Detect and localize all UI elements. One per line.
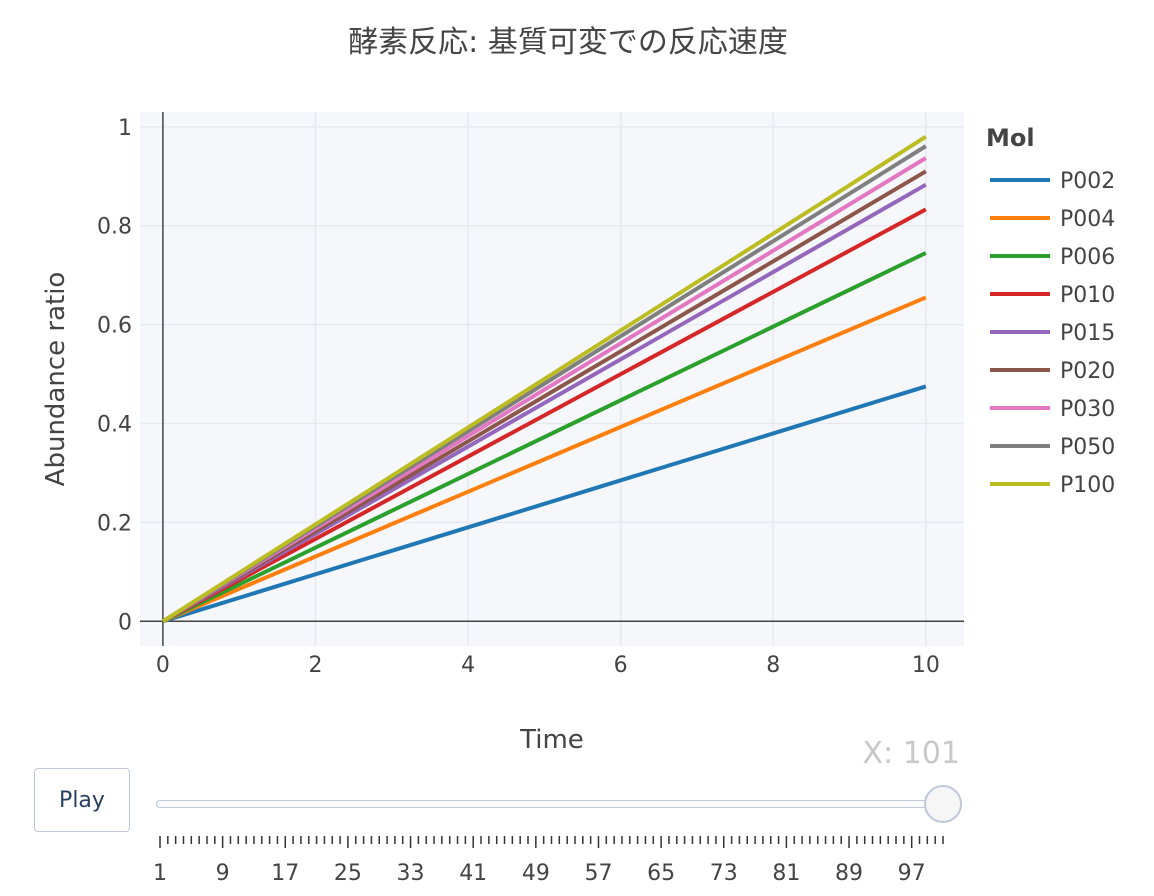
slider-tick-label-7: 57 (584, 861, 612, 886)
slider-tick-label-3: 25 (334, 861, 362, 886)
slider-tick-label-10: 81 (772, 861, 800, 886)
slider-tick-label-9: 73 (710, 861, 738, 886)
y-tick-label-4: 0.8 (97, 215, 132, 240)
series-line-p100 (161, 135, 927, 623)
slider-tick-label-2: 17 (271, 861, 299, 886)
axes (140, 112, 964, 646)
y-tick-labels: 0 0.2 0.4 0.6 0.8 1 (97, 116, 132, 635)
x-axis-label: Time (519, 725, 584, 755)
slider-tick-label-1: 9 (216, 861, 230, 886)
series-line-p002 (162, 384, 927, 624)
x-tick-label-2: 4 (461, 653, 475, 678)
chart-title: 酵素反応: 基質可変での反応速度 (348, 25, 788, 60)
grid-lines (140, 112, 964, 646)
legend: P002 P004 P006 P010 P015 P020 P030 P050 P100 (990, 169, 1115, 498)
series-line-p006 (162, 251, 927, 624)
x-tick-labels: 0 2 4 6 8 10 (156, 653, 940, 678)
x-tick-label-4: 8 (766, 653, 780, 678)
legend-label-p050[interactable]: P050 (1060, 435, 1115, 460)
slider-tick-label-5: 41 (459, 861, 487, 886)
slider-tick-label-0: 1 (153, 861, 167, 886)
legend-label-p006[interactable]: P006 (1060, 245, 1115, 270)
slider-tick-label-12: 97 (898, 861, 926, 886)
x-tick-label-0: 0 (156, 653, 170, 678)
legend-label-p010[interactable]: P010 (1060, 283, 1115, 308)
series-layer (161, 135, 927, 624)
slider-current-value: X: 101 (862, 736, 960, 771)
legend-label-p002[interactable]: P002 (1060, 169, 1115, 194)
x-tick-label-3: 6 (614, 653, 628, 678)
play-button[interactable]: Play (34, 768, 130, 832)
slider-tick-label-8: 65 (647, 861, 675, 886)
x-tick-label-1: 2 (308, 653, 322, 678)
slider-tick-label-11: 89 (835, 861, 863, 886)
y-axis-label: Abundance ratio (41, 272, 71, 487)
x-tick-label-5: 10 (912, 653, 940, 678)
slider-tick-label-4: 33 (397, 861, 425, 886)
slider-ticks: 1 9 17 25 33 41 49 57 65 73 81 89 97 (153, 836, 944, 886)
slider-handle[interactable] (924, 785, 962, 823)
slider-tick-label-6: 49 (522, 861, 550, 886)
y-tick-label-1: 0.2 (97, 511, 132, 536)
series-line-p004 (162, 295, 927, 624)
y-tick-label-5: 1 (118, 116, 132, 141)
legend-label-p030[interactable]: P030 (1060, 397, 1115, 422)
legend-label-p015[interactable]: P015 (1060, 321, 1115, 346)
legend-label-p020[interactable]: P020 (1060, 359, 1115, 384)
series-line-p010 (161, 207, 927, 624)
y-tick-label-2: 0.4 (97, 413, 132, 438)
slider-rail[interactable] (156, 800, 946, 808)
legend-label-p100[interactable]: P100 (1060, 473, 1115, 498)
y-tick-label-3: 0.6 (97, 314, 132, 339)
legend-title: Mol (986, 124, 1035, 152)
y-tick-label-0: 0 (118, 610, 132, 635)
legend-label-p004[interactable]: P004 (1060, 207, 1115, 232)
